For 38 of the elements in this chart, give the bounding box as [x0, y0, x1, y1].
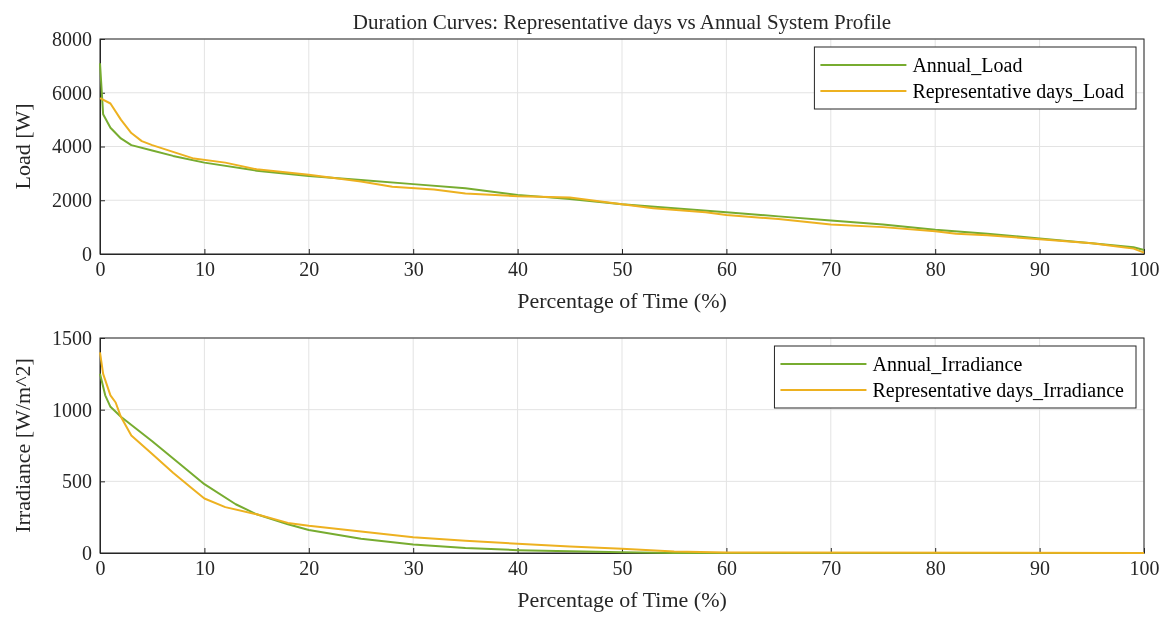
- y-tick-label: 2000: [52, 189, 92, 212]
- y-tick-label: 1000: [52, 398, 92, 421]
- legend-label: Annual_Load: [912, 54, 1023, 76]
- y-tick-label: 0: [82, 242, 92, 265]
- x-tick-label: 70: [821, 258, 842, 281]
- x-tick-label: 60: [716, 258, 737, 281]
- x-tick-label: 40: [508, 557, 529, 580]
- legend-label: Representative days_Irradiance: [872, 379, 1125, 402]
- x-axis-title: Percentage of Time (%): [517, 288, 727, 313]
- x-tick-label: 70: [821, 557, 842, 580]
- chart-title: Duration Curves: Representative days vs Annual System Profile: [352, 10, 892, 34]
- legend-label: Representative days_Load: [912, 80, 1124, 103]
- y-tick-label: 500: [62, 470, 92, 493]
- x-tick-label: 100: [1129, 557, 1160, 580]
- x-tick-label: 10: [194, 557, 215, 580]
- x-tick-label: 80: [925, 258, 946, 281]
- y-tick-label: 1500: [52, 326, 92, 349]
- legend-label: Annual_Irradiance: [872, 353, 1023, 375]
- x-tick-label: 40: [508, 258, 529, 281]
- x-tick-label: 30: [403, 557, 424, 580]
- x-tick-label: 90: [1030, 557, 1051, 580]
- x-axis-title: Percentage of Time (%): [517, 587, 727, 612]
- x-tick-label: 30: [403, 258, 424, 281]
- y-tick-label: 6000: [52, 81, 92, 104]
- y-axis-title: Load [W]: [10, 103, 35, 190]
- x-tick-label: 50: [612, 557, 633, 580]
- y-tick-label: 0: [82, 541, 92, 564]
- x-tick-label: 10: [194, 258, 215, 281]
- x-tick-label: 50: [612, 258, 633, 281]
- y-tick-label: 8000: [52, 27, 92, 50]
- x-tick-label: 20: [299, 557, 320, 580]
- y-tick-label: 4000: [52, 135, 92, 158]
- x-tick-label: 100: [1129, 258, 1160, 281]
- y-axis-title: Irradiance [W/m^2]: [10, 358, 35, 533]
- x-tick-label: 20: [299, 258, 320, 281]
- x-tick-label: 80: [925, 557, 946, 580]
- x-tick-label: 90: [1030, 258, 1051, 281]
- x-tick-label: 60: [716, 557, 737, 580]
